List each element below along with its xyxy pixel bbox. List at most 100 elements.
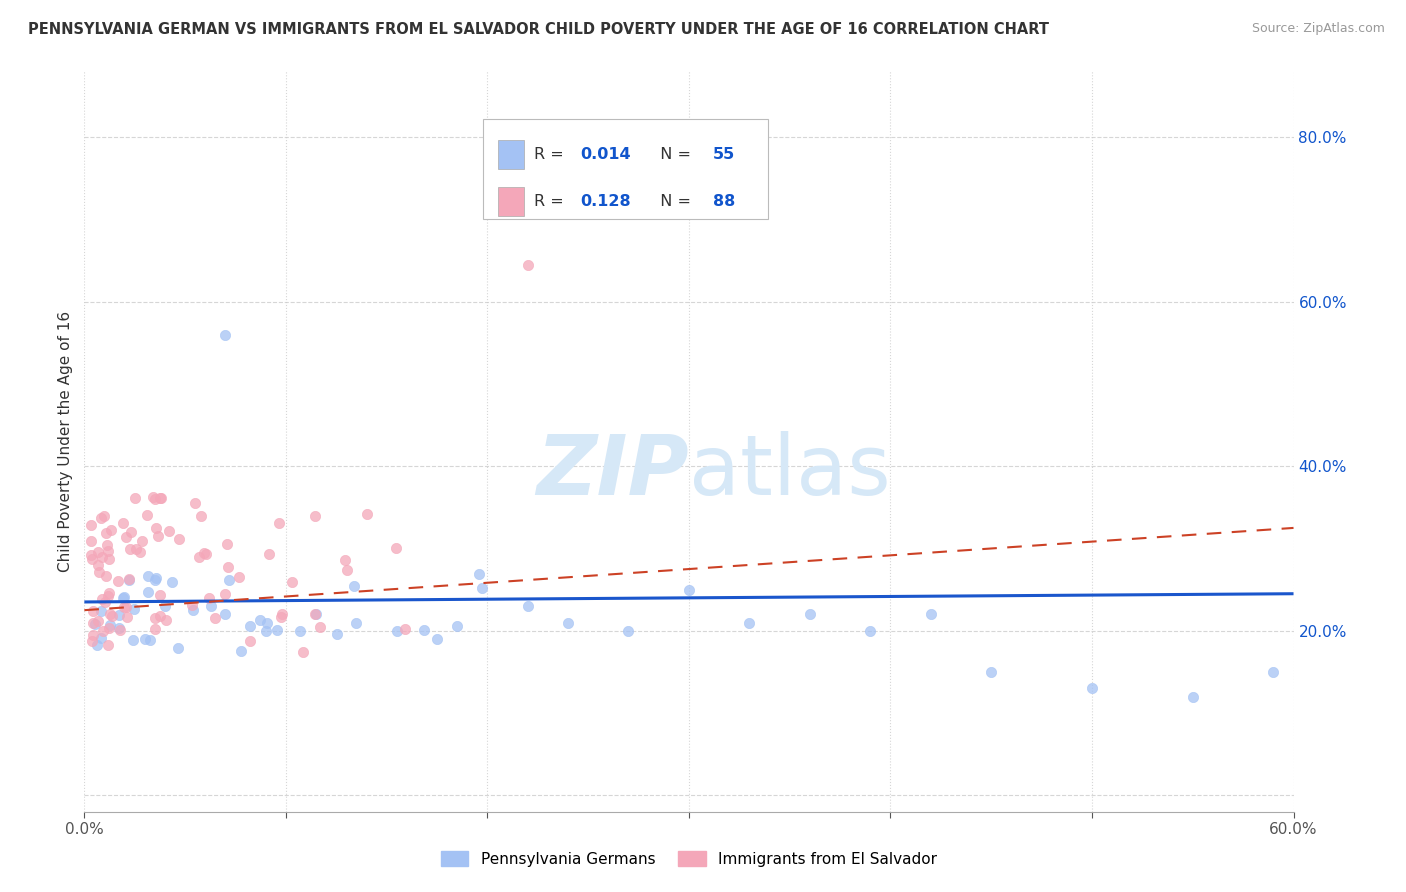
Point bbox=[198, 591, 221, 605]
Point bbox=[305, 607, 328, 622]
Point bbox=[145, 571, 167, 585]
Point bbox=[256, 616, 278, 631]
Point bbox=[356, 507, 378, 521]
Point bbox=[1181, 690, 1204, 704]
Point bbox=[292, 645, 315, 659]
Point bbox=[90, 549, 112, 564]
Point bbox=[135, 508, 157, 523]
Point bbox=[516, 599, 538, 613]
Point bbox=[290, 624, 312, 638]
Point bbox=[193, 546, 215, 560]
Point bbox=[90, 603, 112, 617]
Point bbox=[115, 530, 138, 544]
Point bbox=[169, 532, 191, 546]
Point bbox=[142, 491, 165, 505]
Point bbox=[228, 570, 250, 584]
Point bbox=[87, 558, 110, 572]
Point bbox=[254, 624, 277, 638]
Text: R =: R = bbox=[534, 147, 569, 162]
Point bbox=[214, 587, 236, 601]
Point bbox=[557, 615, 579, 630]
Text: PENNSYLVANIA GERMAN VS IMMIGRANTS FROM EL SALVADOR CHILD POVERTY UNDER THE AGE O: PENNSYLVANIA GERMAN VS IMMIGRANTS FROM E… bbox=[28, 22, 1049, 37]
Point bbox=[384, 541, 406, 556]
Point bbox=[100, 524, 122, 538]
Point bbox=[79, 533, 101, 548]
FancyBboxPatch shape bbox=[498, 140, 524, 169]
Point bbox=[920, 607, 942, 622]
Point bbox=[112, 599, 135, 614]
Point bbox=[239, 633, 262, 648]
Point bbox=[107, 607, 129, 622]
Point bbox=[1081, 681, 1104, 696]
Point bbox=[468, 567, 491, 582]
Point bbox=[111, 516, 134, 531]
Point bbox=[257, 547, 280, 561]
Point bbox=[98, 607, 121, 621]
Point bbox=[90, 511, 112, 525]
Point bbox=[859, 624, 882, 638]
Point bbox=[136, 568, 159, 582]
Point bbox=[122, 601, 145, 615]
Point bbox=[446, 619, 468, 633]
Point bbox=[190, 508, 212, 523]
Point bbox=[343, 579, 366, 593]
Point bbox=[87, 614, 110, 628]
Point bbox=[115, 610, 138, 624]
Point bbox=[84, 617, 107, 632]
Point bbox=[136, 584, 159, 599]
Point bbox=[143, 623, 166, 637]
Point bbox=[145, 521, 167, 535]
Point bbox=[87, 545, 110, 559]
Point bbox=[82, 627, 104, 641]
FancyBboxPatch shape bbox=[498, 187, 524, 216]
Point bbox=[143, 573, 166, 587]
Point bbox=[94, 525, 117, 540]
Point bbox=[120, 525, 142, 540]
Point bbox=[111, 591, 134, 606]
Text: Source: ZipAtlas.com: Source: ZipAtlas.com bbox=[1251, 22, 1385, 36]
Point bbox=[143, 611, 166, 625]
Point bbox=[346, 615, 368, 630]
Point bbox=[87, 566, 110, 580]
Point bbox=[249, 613, 271, 627]
Point bbox=[183, 603, 205, 617]
Point bbox=[107, 621, 129, 635]
Point bbox=[138, 633, 160, 648]
Point bbox=[115, 599, 138, 614]
Point bbox=[107, 574, 129, 588]
Text: atlas: atlas bbox=[689, 431, 890, 512]
Point bbox=[98, 551, 121, 566]
Point bbox=[266, 623, 288, 637]
Point bbox=[91, 592, 114, 607]
Point bbox=[155, 613, 177, 627]
Point bbox=[799, 607, 821, 622]
Point bbox=[394, 622, 416, 636]
Legend: Pennsylvania Germans, Immigrants from El Salvador: Pennsylvania Germans, Immigrants from El… bbox=[433, 843, 945, 874]
Point bbox=[239, 619, 262, 633]
Point bbox=[204, 611, 226, 625]
Point bbox=[217, 559, 239, 574]
Point bbox=[188, 549, 211, 564]
Point bbox=[167, 641, 190, 656]
Point bbox=[125, 542, 148, 557]
Point bbox=[304, 607, 326, 621]
Point bbox=[336, 563, 359, 577]
Point bbox=[150, 491, 173, 505]
Point bbox=[617, 624, 640, 638]
Text: ZIP: ZIP bbox=[536, 431, 689, 512]
Point bbox=[159, 524, 181, 539]
Point bbox=[738, 615, 761, 630]
Point bbox=[112, 590, 135, 604]
Point bbox=[96, 538, 118, 552]
Point bbox=[97, 586, 120, 600]
Point bbox=[149, 588, 172, 602]
Point bbox=[131, 533, 153, 548]
Point bbox=[271, 607, 294, 621]
Point bbox=[94, 568, 117, 582]
Point bbox=[215, 537, 238, 551]
Point bbox=[97, 638, 120, 652]
Text: N =: N = bbox=[650, 147, 696, 162]
Point bbox=[194, 547, 217, 561]
Point bbox=[200, 599, 222, 614]
Point bbox=[267, 516, 290, 530]
